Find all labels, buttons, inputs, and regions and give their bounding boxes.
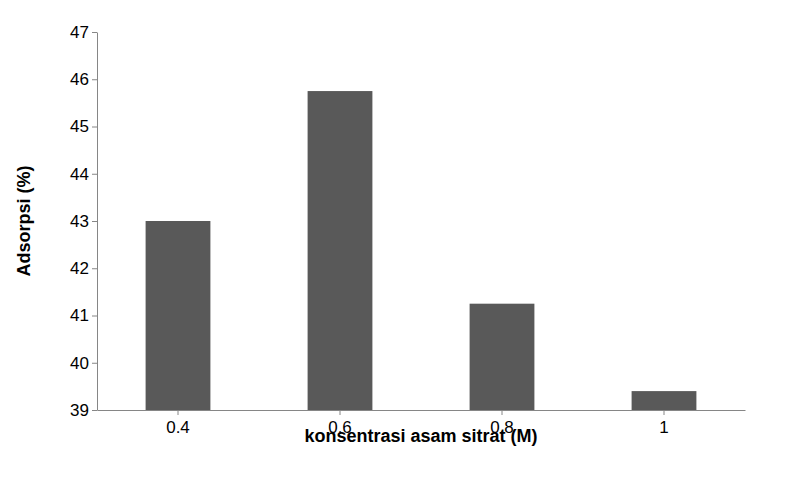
y-tick: 43 xyxy=(70,212,97,231)
y-tick: 40 xyxy=(70,354,97,373)
y-tick-mark xyxy=(92,32,97,33)
y-tick-mark xyxy=(92,363,97,364)
y-tick-mark xyxy=(92,79,97,80)
x-tick-label: 1 xyxy=(659,418,668,437)
y-tick: 39 xyxy=(70,401,97,420)
y-tick-label: 46 xyxy=(70,70,89,89)
y-axis-line xyxy=(97,33,98,411)
y-tick: 42 xyxy=(70,259,97,278)
bar xyxy=(308,91,373,410)
x-tick: 0.4 xyxy=(166,410,190,437)
y-tick-label: 42 xyxy=(70,259,89,278)
y-tick: 46 xyxy=(70,70,97,89)
y-tick-mark xyxy=(92,127,97,128)
bar xyxy=(146,221,211,410)
plot: 3940414243444546470.40.60.81 xyxy=(70,23,745,492)
y-tick-label: 41 xyxy=(70,306,89,325)
y-tick-mark xyxy=(92,174,97,175)
y-tick-mark xyxy=(92,268,97,269)
x-axis-line xyxy=(98,410,746,411)
y-axis: 39 40 41 42 43 44 45 46 47 xyxy=(70,23,97,420)
y-tick: 44 xyxy=(70,165,97,184)
y-tick-label: 44 xyxy=(70,165,89,184)
chart: 3940414243444546470.40.60.81konsentrasi … xyxy=(0,0,790,492)
y-tick-mark xyxy=(92,221,97,222)
y-tick-label: 43 xyxy=(70,212,89,231)
y-tick-label: 39 xyxy=(70,401,89,420)
y-tick: 41 xyxy=(70,306,97,325)
x-tick-mark xyxy=(340,410,341,415)
y-tick-label: 45 xyxy=(70,117,89,136)
y-tick-mark xyxy=(92,410,97,411)
y-axis-title: Adsorpsi (%) xyxy=(14,165,34,276)
y-tick-mark xyxy=(92,316,97,317)
y-tick: 45 xyxy=(70,117,97,136)
x-tick: 1 xyxy=(659,410,668,437)
x-tick-label: 0.4 xyxy=(166,418,190,437)
y-tick: 47 xyxy=(70,23,97,42)
bar xyxy=(632,391,697,410)
x-tick-mark xyxy=(502,410,503,415)
y-tick-label: 47 xyxy=(70,23,89,42)
x-axis-title: konsentrasi asam sitrat (M) xyxy=(304,426,537,446)
bar xyxy=(470,304,535,410)
x-tick-mark xyxy=(178,410,179,415)
y-tick-label: 40 xyxy=(70,354,89,373)
x-tick-mark xyxy=(664,410,665,415)
bars xyxy=(146,91,697,410)
